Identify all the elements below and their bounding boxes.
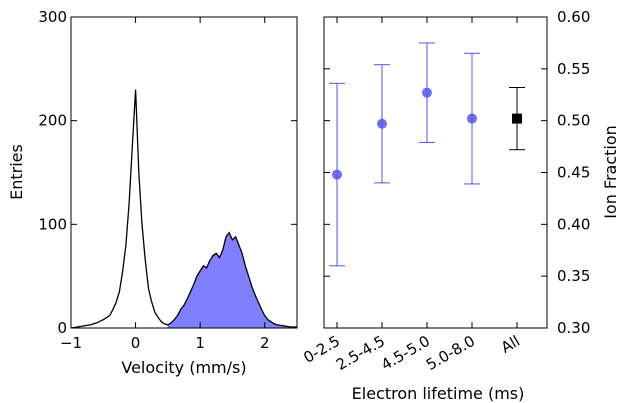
ion-fraction-ytick-label: 0.45 <box>557 164 590 182</box>
data-point <box>332 169 342 180</box>
ion-fraction-ytick-label: 0.55 <box>557 60 590 78</box>
ion-fraction-xtick-label: 5.0-8.0 <box>423 332 478 374</box>
histogram-line-group <box>70 89 297 329</box>
histogram-ytick-label: 100 <box>38 215 67 233</box>
ion-fraction-ytick-label: 0.30 <box>557 319 590 337</box>
data-point <box>422 87 432 98</box>
histogram-xtick-label: 0 <box>131 334 141 352</box>
ion-fraction-xtick-label: 4.5-5.0 <box>378 332 433 374</box>
histogram-ytick-label: 0 <box>57 319 67 337</box>
histogram-xtick-label: −1 <box>60 334 82 352</box>
histogram-axes-frame <box>70 16 298 329</box>
ion-fraction-ytick-label: 0.60 <box>557 8 590 26</box>
data-point <box>377 118 387 129</box>
histogram-xtick-label: 2 <box>260 334 270 352</box>
ion-fraction-xlabel: Electron lifetime (ms) <box>352 384 525 403</box>
histogram-line <box>70 89 297 329</box>
histogram-xlabel: Velocity (mm/s) <box>121 358 246 377</box>
ion-fraction-ytick-label: 0.50 <box>557 112 590 130</box>
ion-fraction-xtick-label: All <box>498 332 523 357</box>
data-point <box>467 113 477 124</box>
histogram-ytick-label: 300 <box>38 8 67 26</box>
ion-fraction-xtick-label: 2.5-4.5 <box>333 332 388 374</box>
ion-fraction-axes-frame <box>323 16 548 329</box>
ion-fraction-points <box>329 42 525 267</box>
histogram-ytick-label: 200 <box>38 112 67 130</box>
histogram-xtick-label: 1 <box>195 334 205 352</box>
data-point-square <box>512 113 522 124</box>
ion-fraction-panel: 0-2.52.5-4.54.5-5.05.0-8.0 All0.300.350.4… <box>300 8 620 403</box>
ion-fraction-ylabel: Ion Fraction <box>601 125 620 219</box>
ion-fraction-ytick-label: 0.40 <box>557 215 590 233</box>
histogram-fill-area <box>167 232 297 328</box>
histogram-fill-group <box>167 232 297 328</box>
histogram-ylabel: Entries <box>7 144 26 200</box>
ion-fraction-ytick-label: 0.35 <box>557 267 590 285</box>
